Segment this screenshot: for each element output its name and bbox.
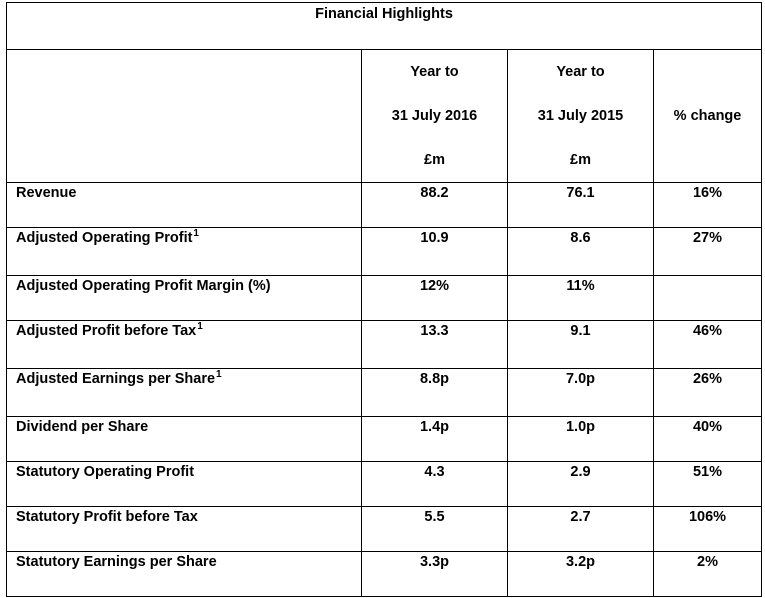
table-row: Statutory Earnings per Share 3.3p 3.2p 2% (6, 551, 763, 597)
value-2015: 1.0p (507, 416, 654, 462)
row-label: Revenue (6, 182, 362, 228)
table-row: Adjusted Operating Profit1 10.9 8.6 27% (6, 227, 763, 276)
row-label-text: Adjusted Operating Profit (16, 230, 193, 246)
row-label: Statutory Earnings per Share (6, 551, 362, 597)
percent-change: 106% (652, 506, 763, 552)
footnote-marker: 1 (216, 369, 222, 380)
header-2016-line1: Year to (410, 64, 459, 80)
table-row: Statutory Operating Profit 4.3 2.9 51% (6, 461, 763, 507)
row-label-text: Statutory Operating Profit (16, 464, 195, 480)
footnote-marker: 1 (197, 321, 203, 332)
percent-change (652, 275, 763, 321)
footnote-marker: 1 (193, 228, 199, 239)
value-2015: 11% (507, 275, 654, 321)
value-2016: 3.3p (361, 551, 508, 597)
table-row: Adjusted Earnings per Share1 8.8p 7.0p 26% (6, 368, 763, 417)
header-label-cell (6, 49, 362, 183)
table-body: Revenue 88.2 76.1 16% Adjusted Operating Pro… (6, 182, 763, 597)
row-label: Statutory Profit before Tax (6, 506, 362, 552)
header-year-2015: Year to 31 July 2015 £m (507, 49, 654, 183)
row-label: Dividend per Share (6, 416, 362, 462)
header-row: Year to 31 July 2016 £m Year to 31 July … (6, 49, 763, 183)
value-2015: 7.0p (507, 368, 654, 417)
row-label-text: Dividend per Share (16, 419, 149, 435)
percent-change: 16% (652, 182, 763, 228)
table-row: Revenue 88.2 76.1 16% (6, 182, 763, 228)
row-label-text: Revenue (16, 185, 77, 201)
header-2015-line2: 31 July 2015 (537, 108, 624, 124)
percent-change: 2% (652, 551, 763, 597)
row-label-text: Adjusted Profit before Tax (16, 323, 197, 339)
header-percent-change: % change (652, 49, 763, 183)
percent-change: 46% (652, 320, 763, 369)
value-2015: 3.2p (507, 551, 654, 597)
row-label-text: Adjusted Earnings per Share (16, 371, 216, 387)
percent-change: 26% (652, 368, 763, 417)
value-2016: 10.9 (361, 227, 508, 276)
percent-change: 40% (652, 416, 763, 462)
title-row: Financial Highlights (5, 2, 763, 50)
table-row: Adjusted Profit before Tax1 13.3 9.1 46% (6, 320, 763, 369)
row-label: Adjusted Operating Profit Margin (%) (6, 275, 362, 321)
header-year-2016: Year to 31 July 2016 £m (361, 49, 508, 183)
row-label: Adjusted Operating Profit1 (6, 227, 362, 276)
value-2015: 2.7 (507, 506, 654, 552)
row-label-text: Adjusted Operating Profit Margin (%) (16, 278, 271, 294)
financial-highlights-table: Financial Highlights Year to 31 July 201… (5, 2, 763, 597)
header-2015-line3: £m (570, 152, 591, 168)
value-2015: 2.9 (507, 461, 654, 507)
percent-change: 51% (652, 461, 763, 507)
value-2016: 13.3 (361, 320, 508, 369)
value-2016: 12% (361, 275, 508, 321)
row-label: Adjusted Earnings per Share1 (6, 368, 362, 417)
row-label-text: Statutory Profit before Tax (16, 509, 198, 525)
header-2016-line2: 31 July 2016 (391, 108, 478, 124)
value-2015: 8.6 (507, 227, 654, 276)
table-row: Statutory Profit before Tax 5.5 2.7 106% (6, 506, 763, 552)
row-label: Statutory Operating Profit (6, 461, 362, 507)
value-2016: 5.5 (361, 506, 508, 552)
header-2015-line1: Year to (556, 64, 605, 80)
table-row: Dividend per Share 1.4p 1.0p 40% (6, 416, 763, 462)
header-2016-line3: £m (424, 152, 445, 168)
value-2016: 1.4p (361, 416, 508, 462)
row-label: Adjusted Profit before Tax1 (6, 320, 362, 369)
value-2016: 88.2 (361, 182, 508, 228)
value-2016: 4.3 (361, 461, 508, 507)
value-2015: 76.1 (507, 182, 654, 228)
table-title: Financial Highlights (5, 2, 763, 50)
value-2015: 9.1 (507, 320, 654, 369)
row-label-text: Statutory Earnings per Share (16, 554, 217, 570)
percent-change: 27% (652, 227, 763, 276)
value-2016: 8.8p (361, 368, 508, 417)
table-row: Adjusted Operating Profit Margin (%) 12% 1… (6, 275, 763, 321)
